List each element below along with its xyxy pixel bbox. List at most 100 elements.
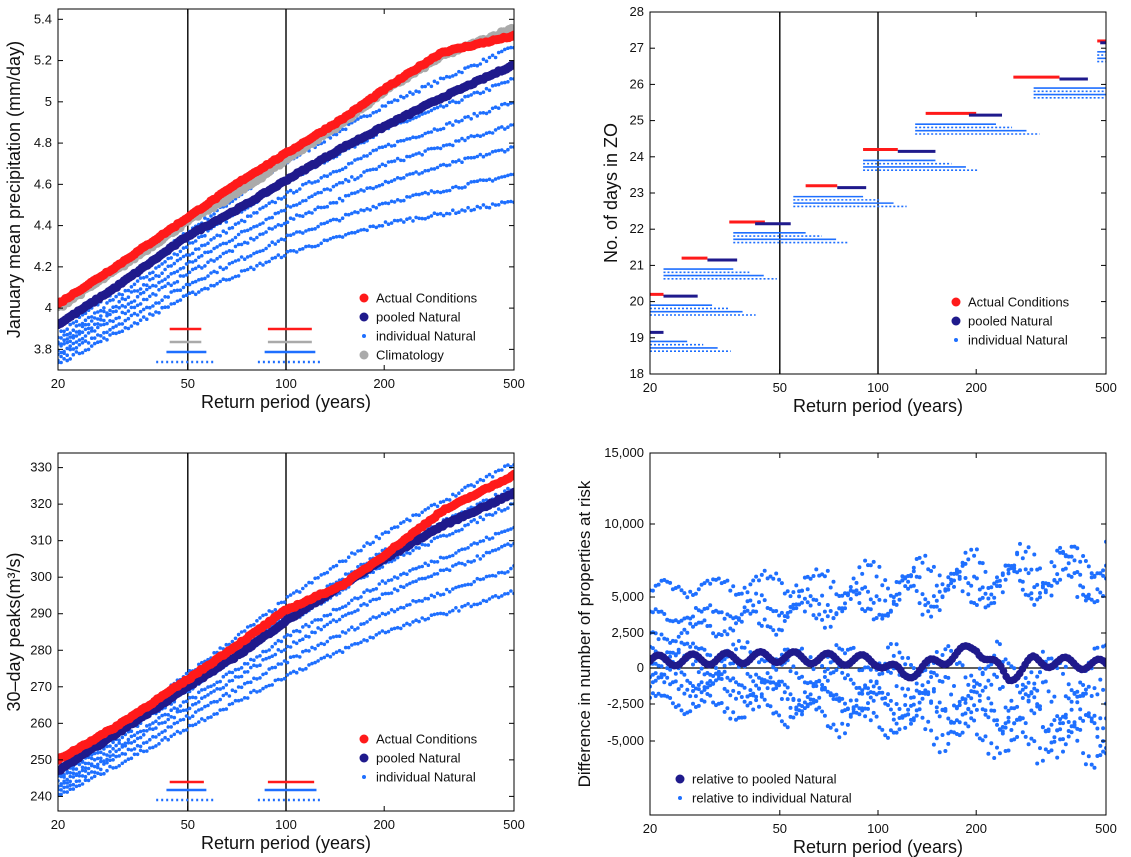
individual-point [184,273,189,277]
individual-point [843,676,847,681]
individual-point [791,602,796,607]
individual-point [86,761,91,766]
individual-point [402,138,406,143]
individual-point [310,211,314,215]
individual-point [940,582,945,587]
individual-point [475,204,480,209]
individual-point [426,543,431,547]
individual-point [493,548,498,552]
individual-point [288,593,293,597]
individual-point [438,611,443,616]
individual-point [1018,541,1022,546]
individual-point [963,700,968,705]
individual-point [249,214,253,218]
individual-point [322,624,327,629]
individual-point [111,746,115,751]
individual-point [460,561,464,566]
individual-point [699,690,704,695]
individual-point [374,110,379,114]
individual-point [386,180,391,185]
individual-point [1012,721,1017,726]
individual-point [304,211,308,216]
individual-point [132,299,137,303]
individual-point [163,267,167,272]
individual-point [77,351,82,356]
individual-point [83,774,88,779]
individual-point [383,220,388,224]
individual-point [656,691,661,696]
individual-point [708,653,713,658]
individual-point [868,667,873,672]
individual-point [135,752,140,757]
individual-point [187,253,192,257]
individual-point [1078,572,1083,577]
individual-point [62,781,66,785]
individual-point [343,559,348,563]
individual-point [722,616,727,621]
individual-point [934,650,939,654]
individual-point [126,737,131,742]
individual-point [99,759,103,764]
individual-point [206,703,210,708]
individual-point [138,291,143,296]
legend-marker [951,316,961,326]
individual-point [221,693,226,698]
individual-point [245,670,250,674]
individual-point [699,609,704,614]
individual-point [857,685,862,690]
individual-point [169,290,173,294]
individual-point [1043,679,1048,684]
individual-point [1058,727,1063,732]
individual-point [487,152,492,156]
individual-point [429,84,434,89]
individual-point [340,198,345,203]
individual-point [857,691,862,696]
individual-point [843,731,847,736]
individual-point [503,149,507,154]
individual-point [126,316,131,321]
individual-point [148,305,152,310]
individual-point [782,591,787,596]
individual-point [377,202,382,207]
individual-point [954,706,959,711]
pooled-series-point [509,487,514,497]
individual-point [249,623,253,628]
individual-point [719,701,724,705]
individual-point [1040,583,1045,588]
individual-point [190,695,195,700]
individual-point [218,708,222,712]
individual-point [883,598,888,603]
individual-point [472,602,477,607]
individual-point [834,692,839,697]
individual-point [102,318,106,323]
individual-point [768,625,773,630]
individual-point [817,678,822,683]
individual-point [224,691,229,696]
individual-point [203,286,207,291]
individual-point [742,685,747,690]
individual-point [96,310,100,314]
individual-point [181,717,186,722]
individual-point [331,564,336,569]
individual-point [863,714,868,719]
individual-point [691,684,695,688]
individual-point [1086,714,1091,719]
individual-point [206,260,210,265]
individual-point [203,704,207,709]
individual-point [242,257,247,262]
individual-point [190,280,195,285]
individual-point [490,150,495,154]
individual-point [426,575,431,579]
individual-point [1035,688,1040,693]
individual-point [301,182,305,187]
individual-point [77,323,82,327]
individual-point [1098,571,1103,576]
individual-point [791,698,796,702]
individual-point [472,207,477,212]
individual-point [992,756,997,760]
individual-point [377,596,382,601]
individual-point [331,652,336,656]
individual-point [138,729,143,734]
individual-point [719,610,724,615]
individual-point [472,484,477,489]
